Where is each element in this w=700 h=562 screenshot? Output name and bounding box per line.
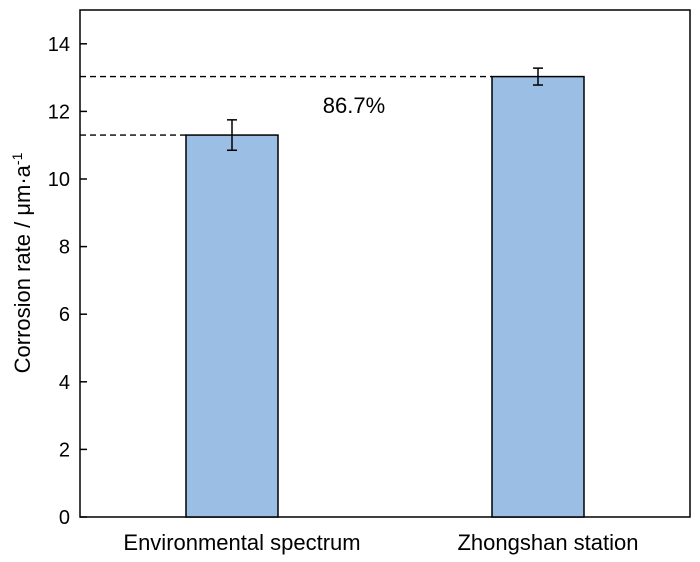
bar bbox=[185, 134, 279, 518]
y-tick-label: 8 bbox=[59, 237, 70, 259]
bars bbox=[185, 75, 585, 518]
y-tick-label: 10 bbox=[48, 169, 70, 191]
y-tick-label: 14 bbox=[48, 34, 70, 56]
y-tick-label: 12 bbox=[48, 101, 70, 123]
y-tick-label: 2 bbox=[59, 439, 70, 461]
y-axis-label-text: Corrosion rate / μm·a bbox=[10, 164, 35, 373]
y-axis-label: Corrosion rate / μm·a-1 bbox=[9, 152, 35, 373]
y-tick-label: 6 bbox=[59, 304, 70, 326]
y-axis-label-superscript: -1 bbox=[9, 152, 25, 165]
x-category-label: Zhongshan station bbox=[457, 530, 638, 555]
x-axis-labels: Environmental spectrum Zhongshan station bbox=[123, 530, 638, 555]
error-bars bbox=[227, 67, 543, 152]
y-axis-ticks: 0 2 4 6 8 10 12 14 bbox=[48, 34, 87, 529]
plot-frame bbox=[79, 9, 691, 518]
y-tick-label: 0 bbox=[59, 507, 70, 529]
bar bbox=[491, 75, 585, 518]
percent-annotation: 86.7% bbox=[323, 93, 385, 118]
y-tick-label: 4 bbox=[59, 372, 70, 394]
reference-lines bbox=[80, 75, 492, 136]
x-category-label: Environmental spectrum bbox=[123, 530, 360, 555]
